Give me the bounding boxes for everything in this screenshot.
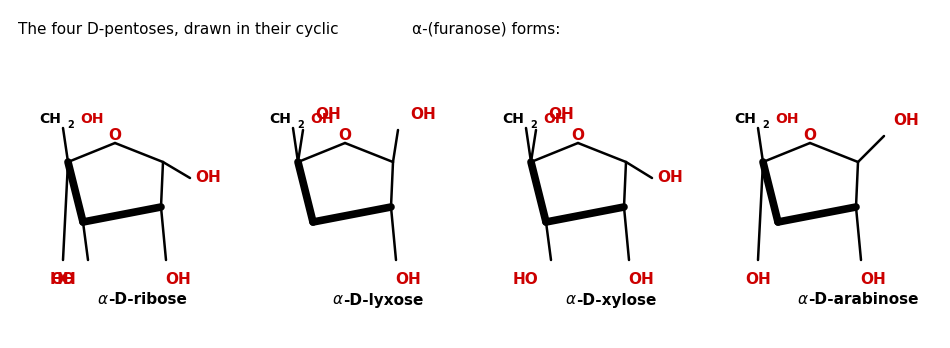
Text: OH: OH xyxy=(80,112,104,126)
Text: CH: CH xyxy=(503,112,524,126)
Text: OH: OH xyxy=(775,112,799,126)
Text: α: α xyxy=(566,293,576,308)
Text: α: α xyxy=(98,293,108,308)
Text: OH: OH xyxy=(410,107,436,122)
Text: O: O xyxy=(108,127,122,142)
Text: OH: OH xyxy=(657,171,683,185)
Text: CH: CH xyxy=(39,112,61,126)
Text: OH: OH xyxy=(543,112,566,126)
Text: -D-lyxose: -D-lyxose xyxy=(343,293,424,308)
Text: O: O xyxy=(572,127,584,142)
Text: OH: OH xyxy=(50,272,76,287)
Text: CH: CH xyxy=(269,112,291,126)
Text: OH: OH xyxy=(860,272,885,287)
Text: OH: OH xyxy=(628,272,654,287)
Text: HO: HO xyxy=(49,272,75,287)
Text: α: α xyxy=(333,293,343,308)
Text: OH: OH xyxy=(745,272,770,287)
Text: OH: OH xyxy=(548,107,574,122)
Text: 2: 2 xyxy=(67,120,74,130)
Text: OH: OH xyxy=(893,113,919,128)
Text: O: O xyxy=(804,127,816,142)
Text: α: α xyxy=(798,293,808,308)
Text: OH: OH xyxy=(310,112,333,126)
Text: The four D-pentoses, drawn in their cyclic: The four D-pentoses, drawn in their cycl… xyxy=(18,22,344,37)
Text: OH: OH xyxy=(165,272,191,287)
Text: OH: OH xyxy=(315,107,341,122)
Text: α-(furanose) forms:: α-(furanose) forms: xyxy=(412,22,560,37)
Text: OH: OH xyxy=(395,272,421,287)
Text: OH: OH xyxy=(195,171,220,185)
Text: 2: 2 xyxy=(297,120,304,130)
Text: 2: 2 xyxy=(531,120,538,130)
Text: CH: CH xyxy=(734,112,756,126)
Text: 2: 2 xyxy=(763,120,770,130)
Text: -D-ribose: -D-ribose xyxy=(108,293,187,308)
Text: -D-arabinose: -D-arabinose xyxy=(808,293,919,308)
Text: HO: HO xyxy=(512,272,538,287)
Text: O: O xyxy=(338,127,352,142)
Text: -D-xylose: -D-xylose xyxy=(576,293,656,308)
